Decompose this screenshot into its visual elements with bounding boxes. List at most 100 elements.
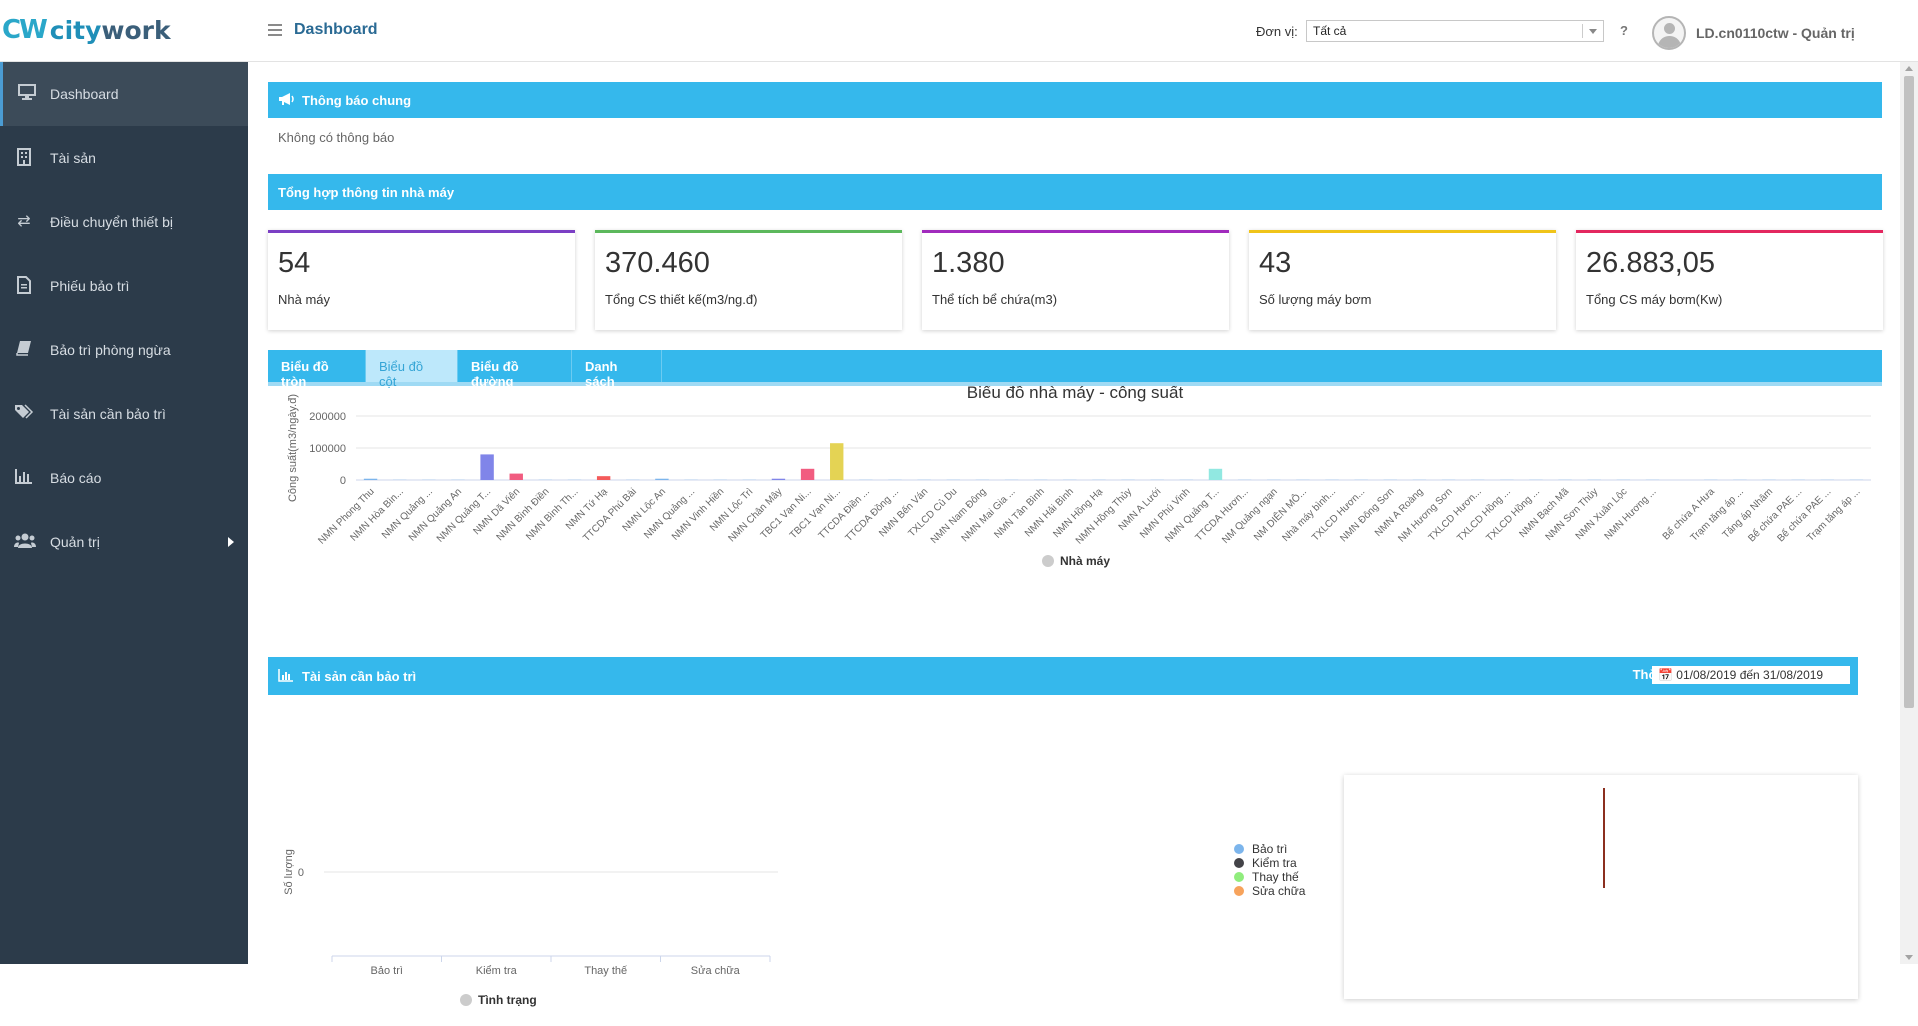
- bar: [772, 479, 785, 480]
- y-axis-label: Công suất(m3/ngày.đ): [287, 394, 299, 502]
- stat-card-tank-volume: 1.380 Thể tích bể chứa(m3): [922, 230, 1229, 330]
- x-tick-label: TXLCD Hồng ...: [1455, 486, 1513, 544]
- building-icon: [14, 148, 34, 168]
- chevron-down-icon: [1589, 29, 1597, 34]
- legend-label: Kiểm tra: [1252, 856, 1297, 870]
- sidebar-item-label: Dashboard: [50, 86, 119, 102]
- x-tick-label: Kiểm tra: [476, 965, 518, 977]
- legend-item-kiem-tra[interactable]: Kiểm tra: [1234, 856, 1305, 870]
- chart-title: Biểu đồ nhà máy - công suất: [967, 386, 1184, 402]
- stat-label: Nhà máy: [278, 292, 565, 307]
- book-icon: [14, 340, 34, 360]
- logo-mark: CW: [2, 15, 46, 45]
- y-tick-label: 200000: [309, 411, 346, 423]
- x-tick-label: NMN Bình Th...: [524, 486, 580, 542]
- bar: [830, 443, 843, 480]
- sidebar-item-quan-tri[interactable]: Quản trị: [0, 510, 248, 574]
- x-tick-label: NMN Hương ...: [1603, 486, 1659, 542]
- stat-value: 54: [278, 247, 565, 280]
- legend-item-sua-chua[interactable]: Sửa chữa: [1234, 884, 1305, 898]
- maintenance-legend: Bảo trì Kiểm tra Thay thế Sửa chữa: [1234, 842, 1305, 898]
- x-tick-label: TTCDA Điền ...: [816, 486, 872, 542]
- unit-select[interactable]: Tất cả: [1306, 20, 1604, 42]
- select-separator: [1582, 24, 1583, 38]
- x-tick-label: NMN Vinh Hiền: [669, 486, 726, 543]
- sidebar-item-label: Bảo trì phòng ngừa: [50, 342, 171, 358]
- scroll-up-arrow-icon[interactable]: [1905, 66, 1913, 71]
- x-tick-label: TXLCD Hồng ...: [1484, 486, 1542, 544]
- sidebar-item-dieu-chuyen[interactable]: ⇄ Điều chuyển thiết bị: [0, 190, 248, 254]
- sidebar-item-bao-tri-phong-ngua[interactable]: Bảo trì phòng ngừa: [0, 318, 248, 382]
- tab-column-chart[interactable]: Biểu đồ cột: [366, 350, 458, 382]
- legend-dot: [1042, 555, 1054, 567]
- bar: [801, 469, 814, 480]
- user-avatar-icon[interactable]: [1652, 16, 1686, 50]
- tab-list[interactable]: Danh sách: [572, 350, 662, 382]
- sidebar-item-tai-san[interactable]: Tài sản: [0, 126, 248, 190]
- bar: [655, 479, 668, 480]
- legend-dot: [1234, 872, 1244, 882]
- marker-line: [1603, 788, 1605, 888]
- scrollbar-thumb[interactable]: [1904, 76, 1914, 708]
- legend-label: Sửa chữa: [1252, 884, 1305, 898]
- legend-label: Bảo trì: [1252, 842, 1287, 856]
- x-tick-label: TBC1 Vạn Ni...: [759, 486, 814, 541]
- sidebar-item-label: Báo cáo: [50, 470, 101, 486]
- date-range-picker[interactable]: 📅 01/08/2019 đến 31/08/2019: [1652, 666, 1850, 684]
- legend-item-bao-tri[interactable]: Bảo trì: [1234, 842, 1305, 856]
- stat-card-design-capacity: 370.460 Tổng CS thiết kế(m3/ng.đ): [595, 230, 902, 330]
- scroll-down-arrow-icon[interactable]: [1905, 955, 1913, 960]
- x-tick-label: NMN Bình Điền: [494, 486, 552, 544]
- bar: [510, 474, 523, 480]
- maintenance-panel-header: Tài sản cần bảo trì Thời gian: 📅 01/08/2…: [268, 657, 1858, 695]
- tab-line-chart[interactable]: Biểu đồ đường: [458, 350, 572, 382]
- help-button[interactable]: ?: [1620, 23, 1628, 38]
- notice-title: Thông báo chung: [302, 93, 411, 108]
- stat-card-pump-count: 43 Số lượng máy bơm: [1249, 230, 1556, 330]
- legend-item-thay-the[interactable]: Thay thế: [1234, 870, 1305, 884]
- notice-empty-text: Không có thông báo: [278, 130, 394, 145]
- factory-capacity-chart: Biểu đồ nhà máy - công suất 0 100000 200000…: [268, 386, 1882, 626]
- sidebar-item-label: Tài sản cần bảo trì: [50, 406, 166, 422]
- sidebar-item-label: Tài sản: [50, 150, 96, 166]
- sidebar-item-label: Phiếu bảo trì: [50, 278, 129, 294]
- sidebar-item-bao-cao[interactable]: Báo cáo: [0, 446, 248, 510]
- legend-dot: [460, 994, 472, 1006]
- sidebar: Dashboard Tài sản ⇄ Điều chuyển thiết bị…: [0, 62, 248, 964]
- page-title: Dashboard: [294, 21, 378, 39]
- calendar-icon: 📅: [1658, 668, 1673, 682]
- exchange-icon: ⇄: [14, 212, 34, 232]
- stat-value: 1.380: [932, 247, 1219, 280]
- y-tick-label: 100000: [309, 443, 346, 455]
- bar: [597, 476, 610, 480]
- user-name[interactable]: LD.cn0110ctw - Quản trị: [1696, 25, 1855, 41]
- sidebar-item-tai-san-can-bao-tri[interactable]: Tài sản cần bảo trì: [0, 382, 248, 446]
- date-range-value: 01/08/2019 đến 31/08/2019: [1676, 668, 1823, 682]
- legend-label: Nhà máy: [1060, 554, 1110, 568]
- sidebar-item-dashboard[interactable]: Dashboard: [0, 62, 248, 126]
- maintenance-title: Tài sản cần bảo trì: [302, 669, 416, 684]
- top-bar: CW citywork Dashboard Đơn vị: Tất cả ? L…: [0, 0, 1918, 62]
- stat-label: Thể tích bể chứa(m3): [932, 292, 1219, 307]
- stat-value: 26.883,05: [1586, 247, 1873, 280]
- x-tick-label: Bể chứa A Hưa: [1660, 485, 1717, 542]
- summary-panel-header: Tổng hợp thông tin nhà máy: [268, 174, 1882, 210]
- unit-select-value: Tất cả: [1313, 24, 1346, 38]
- legend-dot: [1234, 858, 1244, 868]
- y-tick-label: 0: [340, 475, 346, 487]
- x-tick-label: Bảo trì: [371, 965, 403, 977]
- notice-panel-header: Thông báo chung: [268, 82, 1882, 118]
- maintenance-side-chart: [1344, 775, 1858, 999]
- sidebar-item-phieu-bao-tri[interactable]: Phiếu bảo trì: [0, 254, 248, 318]
- x-tick-label: Bể chứa PAE ...: [1746, 486, 1805, 545]
- x-tick-label: NMN Hồng Hạ: [1051, 485, 1106, 540]
- citywork-logo[interactable]: CW citywork: [0, 12, 248, 48]
- hamburger-menu-icon[interactable]: [268, 24, 282, 36]
- users-icon: [14, 532, 34, 552]
- x-tick-label: Thay thế: [584, 965, 627, 977]
- tags-icon: [14, 404, 34, 424]
- tab-pie-chart[interactable]: Biểu đồ tròn: [268, 350, 366, 382]
- page-scrollbar[interactable]: [1900, 62, 1918, 964]
- legend-dot: [1234, 886, 1244, 896]
